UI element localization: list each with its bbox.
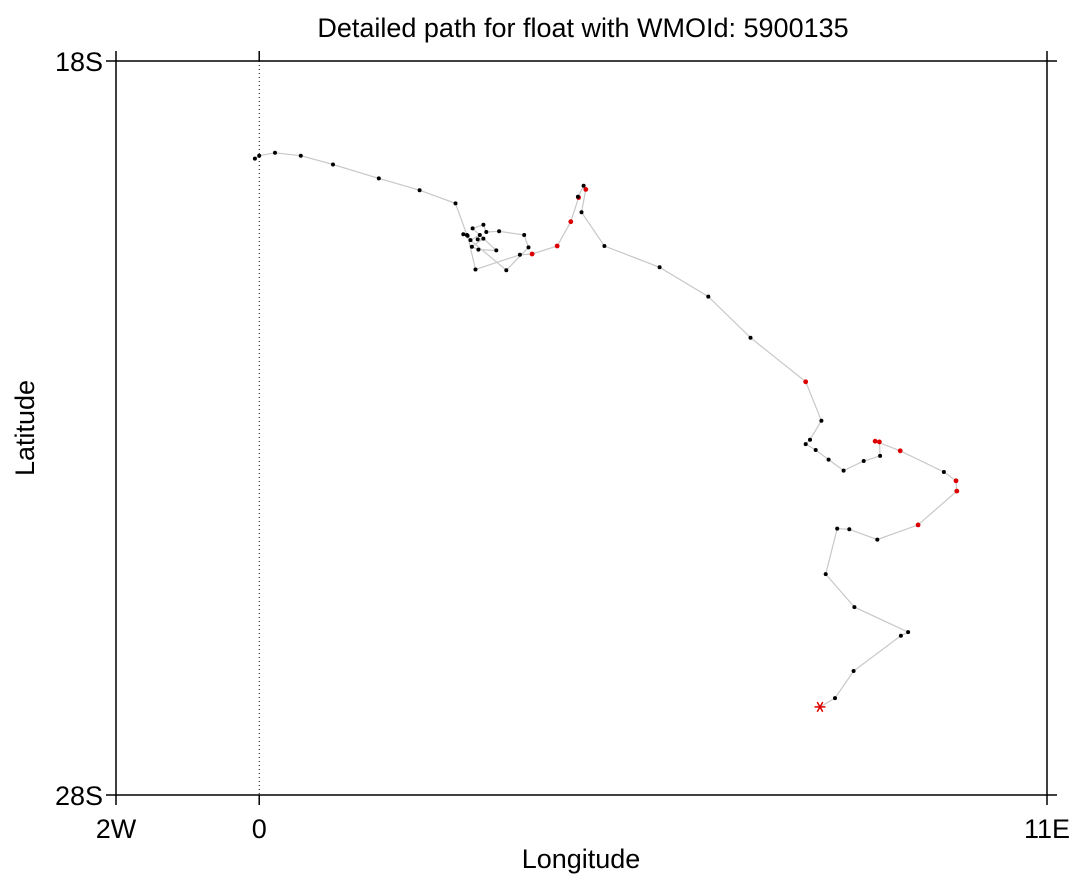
flagged-position-point xyxy=(877,439,882,445)
position-point xyxy=(331,162,335,167)
position-point xyxy=(657,265,662,270)
marker-stroke xyxy=(816,701,824,713)
position-point xyxy=(481,236,486,241)
x-tick-label: 0 xyxy=(252,814,267,844)
flagged-position-point xyxy=(803,379,809,385)
position-point xyxy=(298,153,303,158)
x-tick-label: 11E xyxy=(1024,814,1070,844)
position-point xyxy=(494,248,499,253)
position-point xyxy=(833,696,837,701)
position-point xyxy=(461,232,466,237)
position-point xyxy=(453,201,458,206)
position-point xyxy=(898,633,903,638)
last-position-marker xyxy=(814,701,826,713)
chart-title: Detailed path for float with WMOId: 5900… xyxy=(317,13,848,43)
position-point xyxy=(481,222,486,227)
flagged-position-point xyxy=(915,522,921,528)
position-point xyxy=(579,210,584,215)
flagged-position-point xyxy=(954,488,960,494)
position-point xyxy=(878,453,883,458)
y-axis-label: Latitude xyxy=(10,380,40,476)
last-position-layer xyxy=(814,701,826,713)
flagged-position-point xyxy=(583,187,589,192)
position-point xyxy=(475,237,480,242)
position-point xyxy=(875,537,880,542)
position-point xyxy=(575,194,580,199)
position-point xyxy=(803,442,808,447)
position-point xyxy=(526,245,531,250)
position-point xyxy=(602,244,607,248)
position-point xyxy=(522,233,527,237)
x-axis-label: Longitude xyxy=(522,844,641,874)
position-point xyxy=(273,150,277,155)
flagged-position-point xyxy=(897,448,903,454)
float-path-line xyxy=(254,152,958,708)
float-path xyxy=(254,152,958,708)
position-point xyxy=(823,572,828,577)
flagged-position-point xyxy=(529,251,535,257)
flagged-position-point xyxy=(953,478,959,484)
position-point xyxy=(808,437,812,442)
position-point xyxy=(813,448,818,452)
flagged-position-point xyxy=(554,243,560,249)
position-point xyxy=(847,527,852,532)
position-point xyxy=(517,252,522,257)
y-tick-label: 28S xyxy=(55,781,103,811)
position-point xyxy=(473,267,478,272)
position-point xyxy=(470,226,475,231)
position-point xyxy=(477,233,482,237)
position-point xyxy=(819,418,824,423)
float-positions xyxy=(252,150,960,701)
position-point xyxy=(469,244,474,249)
position-point xyxy=(906,630,911,635)
x-tick-label: 2W xyxy=(96,814,137,844)
position-point xyxy=(376,176,381,181)
position-point xyxy=(476,247,481,252)
position-point xyxy=(252,156,257,161)
position-point xyxy=(497,229,502,234)
position-point xyxy=(861,459,866,463)
position-point xyxy=(941,470,946,474)
position-point xyxy=(504,268,509,273)
y-tick-label: 18S xyxy=(55,47,103,77)
flagged-position-point xyxy=(872,438,878,444)
position-point xyxy=(851,669,856,673)
position-point xyxy=(581,183,586,188)
position-point xyxy=(706,294,711,299)
position-point xyxy=(468,238,473,243)
position-point xyxy=(484,230,489,234)
plot-frame xyxy=(115,60,1048,796)
position-point xyxy=(417,188,422,193)
position-point xyxy=(748,335,753,340)
position-point xyxy=(841,468,846,473)
flagged-position-point xyxy=(568,219,574,225)
position-point xyxy=(826,457,831,462)
position-point xyxy=(465,233,470,238)
position-point xyxy=(835,526,840,531)
position-point xyxy=(257,153,262,158)
axis-ticks: 2W 0 11E 18S 28S xyxy=(55,47,1070,844)
position-point xyxy=(852,605,857,610)
